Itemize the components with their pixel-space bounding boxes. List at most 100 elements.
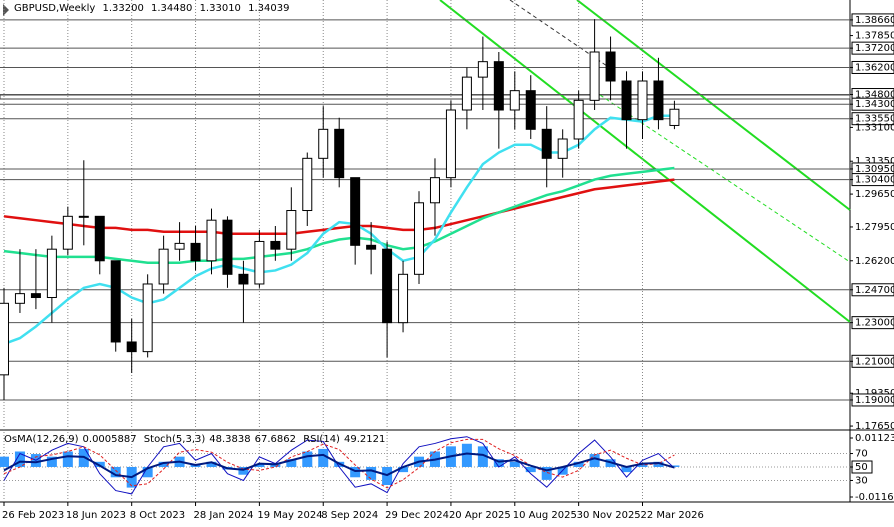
candle-body [541,128,552,159]
histogram-bar [46,456,57,467]
oscillator-header: OsMA(12,26,9) 0.0005887 Stoch(5,3,3) 48.38… [4,434,389,445]
candle-body [94,215,105,262]
candle-body [557,138,568,159]
indicator-name: RSI(14) [303,434,340,445]
histogram-bar [621,466,632,473]
y-tick-label: 1.21000 [855,356,894,367]
candle-body [382,248,393,324]
candle-body [429,177,440,204]
histogram-bar [398,466,409,473]
y-tick-label: 1.31350 [855,156,894,167]
histogram-bar [286,459,297,467]
y-tick-label: 1.23000 [855,318,894,329]
y-tick-label: 1.24700 [855,285,894,296]
trend-line [599,94,851,263]
y-tick-label: 1.34300 [855,99,894,110]
y-tick-label: 1.26200 [855,256,894,267]
histogram-bar [158,461,169,467]
candle-body [270,240,281,250]
histogram-bar [206,461,217,467]
y-tick-label: 1.19000 [855,395,894,406]
indicator-value: 0.0005887 [82,434,137,445]
histogram-bar [142,466,153,478]
histogram-bar [270,464,281,467]
menu-icon[interactable] [3,4,9,16]
histogram-bar [541,466,552,480]
candle-body [605,51,616,82]
x-tick-label: 28 Jan 2024 [194,510,254,521]
histogram-bar [94,461,105,467]
symbol: GBPUSD,Weekly [14,3,96,14]
histogram-bar [350,466,361,478]
y2-tick-label: 30 [855,475,868,486]
quote-close: 1.34039 [248,3,290,14]
histogram-bar [62,451,73,467]
moving-average [3,178,675,235]
y2-tick-label: 70 [855,449,868,460]
candle-body [302,157,313,212]
histogram-bar [653,461,664,467]
candle-body [286,210,297,250]
candle-body [206,219,217,262]
indicator-value: 49.2121 [343,434,386,445]
histogram-bar [110,466,121,478]
histogram-bar [461,443,472,467]
candle-body [414,202,425,275]
x-tick-label: 26 Feb 2023 [2,510,64,521]
indicator-value: 67.6862 [254,434,296,445]
indicator-name: OsMA(12,26,9) [4,434,79,445]
histogram-bar [14,451,25,467]
histogram-bar [477,446,488,467]
x-tick-label: 10 Aug 2025 [513,510,577,521]
quote-low: 1.33010 [199,3,241,14]
y-tick-label: 1.17650 [855,421,894,432]
histogram-bar [589,454,600,467]
histogram-bar [0,456,9,467]
candle-body [637,80,648,121]
candle-body [350,177,361,246]
indicator-value: 48.3838 [209,434,251,445]
histogram-bar [302,451,313,467]
x-tick-label: 22 Mar 2026 [640,510,703,521]
candle-body [14,293,25,304]
candle-body [669,108,680,126]
candle-body [366,244,377,250]
moving-average [3,166,675,264]
candle-body [46,248,57,299]
candle-body [78,215,89,218]
histogram-bar [366,466,377,480]
indicator-name: Stoch(5,3,3) [143,434,206,445]
candle-body [509,90,520,111]
candle-body [334,128,345,179]
y-tick-label: 1.33100 [855,122,894,133]
y-tick-label: -0.011644 [855,492,894,503]
x-tick-label: 20 Apr 2025 [449,510,511,521]
quote-high: 1.34480 [151,3,193,14]
main-header: GBPUSD,Weekly 1.33200 1.34480 1.33010 1.… [14,3,293,14]
y-tick-label: 1.30950 [855,164,894,175]
candle-body [445,109,456,179]
y-tick-label: 1.36200 [855,62,894,73]
oscillator-line [3,438,675,489]
histogram-bar [669,465,680,467]
x-tick-label: 8 Sep 2024 [321,510,378,521]
histogram-bar [637,464,648,467]
candle-body [238,273,249,285]
histogram-bar [509,461,520,467]
candle-body [254,240,265,285]
candle-body [653,80,664,121]
y-tick-label: 1.30400 [855,175,894,186]
candle-body [493,61,504,111]
y-tick-label: 1.37200 [855,43,894,54]
candle-body [398,273,409,324]
candle-body [110,260,121,343]
histogram-bar [573,461,584,467]
histogram-bar [254,464,265,467]
candle-body [318,128,329,159]
y-tick-label: 1.33550 [855,114,894,125]
x-tick-label: 30 Nov 2025 [577,510,641,521]
oscillator-line [3,452,675,479]
x-tick-label: 29 Dec 2024 [385,510,449,521]
